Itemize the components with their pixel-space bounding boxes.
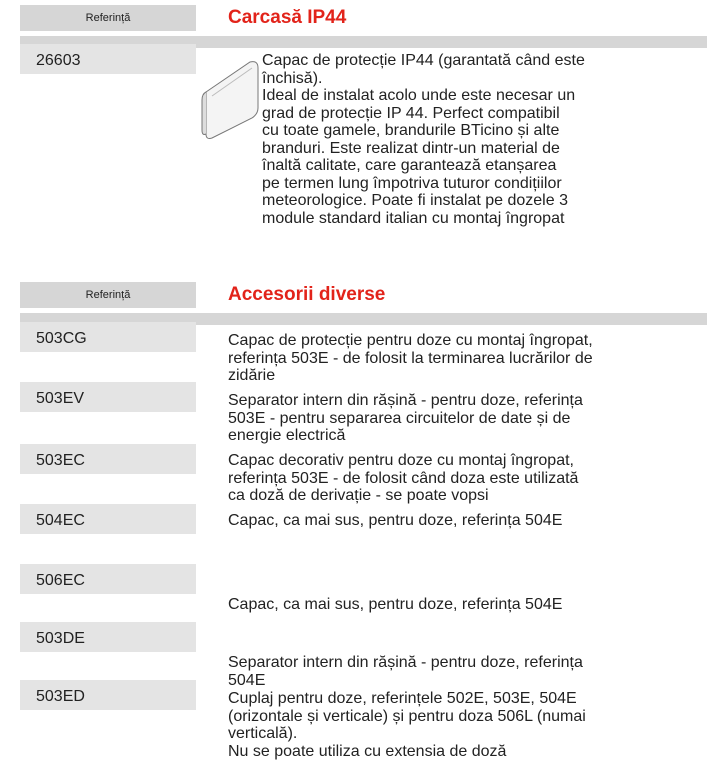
description-line: Separator intern din rășină - pentru doz… (228, 392, 583, 409)
description-line: branduri. Este realizat dintr-un materia… (262, 139, 560, 157)
description-line: Ideal de instalat acolo unde este necesa… (262, 87, 576, 104)
description: Capac de protecție pentru doze cu montaj… (228, 332, 593, 385)
reference-code: 503CG (36, 330, 87, 347)
description-line: zidărie (228, 367, 276, 384)
description-line: Cuplaj pentru doze, referințele 502E, 50… (228, 690, 577, 707)
reference-cell (20, 564, 196, 594)
description-line: Capac de protecție IP44 (garantată când … (262, 52, 585, 69)
reference-code: 503DE (36, 630, 85, 647)
description: Capac, ca mai sus, pentru doze, referinț… (228, 596, 562, 614)
reference-code: 504EC (36, 512, 85, 529)
reference-code: 503EC (36, 452, 85, 469)
description: Capac de protecție IP44 (garantată când … (262, 52, 585, 227)
description-line: înaltă calitate, care garantează etanșar… (262, 157, 557, 174)
description-line: (orizontale și verticale) și pentru doza… (228, 707, 586, 725)
reference-cell (20, 444, 196, 474)
description: Cuplaj pentru doze, referințele 502E, 50… (228, 690, 586, 760)
description-line: Separator intern din rășină - pentru doz… (228, 654, 583, 671)
reference-cell (20, 680, 196, 710)
reference-code: 506EC (36, 572, 85, 589)
description-line: ca doză de derivație - se poate vopsi (228, 487, 489, 504)
description-line: energie electrică (228, 427, 346, 444)
section-title: Accesorii diverse (228, 284, 386, 305)
description: Capac, ca mai sus, pentru doze, referinț… (228, 512, 562, 530)
description-line: Capac, ca mai sus, pentru doze, referinț… (228, 596, 563, 613)
reference-cell (20, 382, 196, 412)
description-line: grad de protecție IP 44. Perfect compati… (262, 104, 560, 122)
reference-header: Referință (20, 5, 196, 31)
description-line: referința 503E - de folosit când doza es… (228, 469, 579, 487)
description-line: 504E (228, 671, 266, 689)
description-line: Capac de protecție pentru doze cu montaj… (228, 332, 593, 349)
description-line: module standard italian cu montaj îngrop… (262, 209, 565, 227)
reference-code: 503EV (36, 390, 85, 407)
description: Separator intern din rășină - pentru doz… (228, 392, 583, 445)
description-line: meteorologice. Poate fi instalat pe doze… (262, 192, 568, 209)
reference-cell (20, 44, 196, 74)
description-line: verticală). (228, 725, 298, 742)
description-line: Nu se poate utiliza cu extensia de doză (228, 742, 507, 760)
description-line: închisă). (262, 69, 323, 87)
reference-code: 26603 (36, 52, 81, 69)
description-line: Capac, ca mai sus, pentru doze, referinț… (228, 512, 563, 529)
reference-cell (20, 504, 196, 534)
reference-code: 503ED (36, 688, 85, 705)
description-line: cu toate gamele, brandurile BTicino și a… (262, 122, 560, 139)
description-line: Capac decorativ pentru doze cu montaj în… (228, 452, 574, 469)
section-title: Carcasă IP44 (228, 7, 347, 28)
description: Capac decorativ pentru doze cu montaj în… (228, 452, 578, 505)
reference-header: Referință (20, 282, 196, 308)
reference-cell (20, 622, 196, 652)
description: Separator intern din rășină - pentru doz… (228, 654, 583, 689)
reference-cell (20, 322, 196, 352)
description-line: referința 503E - de folosit la terminare… (228, 349, 593, 367)
description-line: pe termen lung împotriva tuturor condiți… (262, 174, 562, 192)
product-image (201, 61, 259, 139)
description-line: 503E - pentru separarea circuitelor de d… (228, 409, 571, 427)
